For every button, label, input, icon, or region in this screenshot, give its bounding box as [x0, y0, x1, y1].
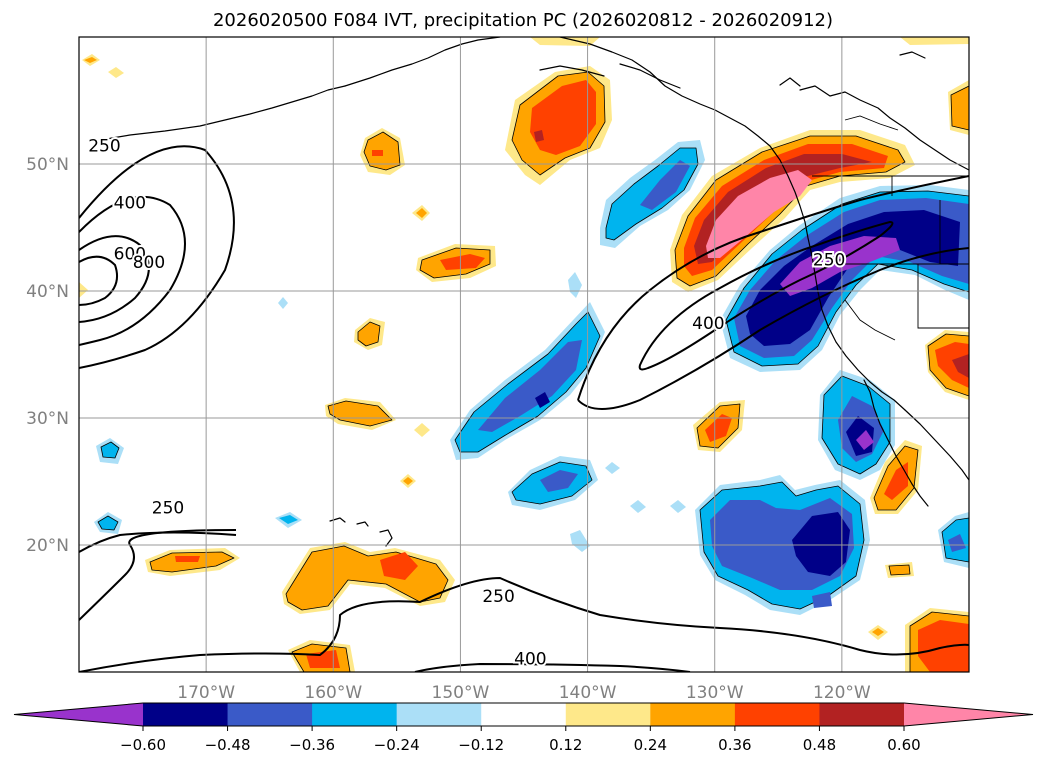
ivt-contour-400-west	[79, 196, 186, 346]
contour-label: 400	[514, 649, 546, 669]
lon-tick-label: 120°W	[813, 683, 871, 703]
ivt-contour-250-southwest-2	[79, 529, 237, 621]
ivt-contour-labels: 2502504004006006008008004004002502502502…	[86, 134, 847, 671]
longitude-tick-labels: 170°W 160°W 150°W 140°W 130°W 120°W	[177, 683, 871, 703]
lat-tick-label: 20°N	[26, 536, 69, 556]
precip-field-gulf-alaska	[505, 66, 612, 185]
colorbar-tick-label: 0.36	[718, 736, 751, 754]
contour-label: 600	[114, 244, 146, 264]
lon-tick-label: 140°W	[559, 683, 617, 703]
colorbar-segment	[734, 703, 820, 726]
colorbar-segment	[143, 703, 229, 726]
ivt-contour-400-south	[414, 663, 691, 672]
lon-tick-label: 150°W	[432, 683, 490, 703]
colorbar: −0.60 −0.48 −0.36 −0.24 −0.12 0.12 0.24 0.36 0.4…	[13, 702, 1034, 754]
colorbar-segment	[650, 703, 736, 726]
colorbar-tick-label: −0.24	[374, 736, 420, 754]
ivt-contour-250-southwest	[79, 531, 237, 553]
lat-tick-label: 50°N	[26, 155, 69, 175]
ivt-contour-250-central-return	[577, 247, 969, 410]
colorbar-tick-label: 0.12	[549, 736, 582, 754]
contour-label-halo: 600	[114, 244, 146, 264]
colorbar-segment	[819, 703, 905, 726]
contour-label-halo: 250	[152, 498, 184, 518]
graticule	[79, 37, 969, 672]
colorbar-segment	[312, 703, 398, 726]
lat-tick-label: 40°N	[26, 282, 69, 302]
contour-label: 250	[813, 251, 845, 271]
colorbar-tick-label: −0.36	[289, 736, 335, 754]
colorbar-tick-label: −0.60	[120, 736, 166, 754]
lon-tick-label: 130°W	[686, 683, 744, 703]
lon-tick-label: 170°W	[177, 683, 235, 703]
contour-label-halo: 400	[514, 649, 546, 669]
contour-label: 250	[88, 136, 120, 156]
contour-label: 400	[692, 314, 724, 334]
contour-label: 800	[133, 253, 165, 273]
colorbar-tick-label: 0.48	[803, 736, 836, 754]
precip-pc-fields	[79, 37, 969, 672]
chart-title: 2026020500 F084 IVT, precipitation PC (2…	[213, 10, 833, 31]
colorbar-tick-label: −0.48	[205, 736, 251, 754]
ivt-contour-600-west	[79, 235, 150, 323]
latitude-tick-labels: 20°N 30°N 40°N 50°N	[26, 155, 69, 556]
colorbar-segment	[227, 703, 313, 726]
contour-label-halo: 250	[813, 251, 845, 271]
ivt-contour-400-central	[638, 221, 894, 371]
precip-field-pacific-northwest	[670, 130, 915, 292]
ivt-contour-250-central	[577, 175, 969, 401]
map-frame	[78, 36, 970, 673]
contour-label: 250	[482, 587, 514, 607]
contour-label-halo: 250	[88, 136, 120, 156]
ivt-contour-800-west	[79, 255, 118, 306]
contour-label-halo: 400	[114, 193, 146, 213]
colorbar-segment	[565, 703, 651, 726]
precip-field-small-positive	[79, 37, 969, 672]
colorbar-extend-max	[904, 703, 1033, 726]
lat-tick-label: 30°N	[26, 409, 69, 429]
colorbar-segment	[481, 703, 567, 726]
contour-label: 400	[114, 193, 146, 213]
colorbar-tick-label: −0.12	[458, 736, 504, 754]
contour-label: 250	[152, 498, 184, 518]
ivt-contour-250-west	[79, 145, 235, 369]
ivt-contours	[79, 145, 969, 672]
colorbar-tick-label: 0.24	[634, 736, 667, 754]
lon-tick-label: 160°W	[304, 683, 362, 703]
colorbar-tick-label: 0.60	[887, 736, 920, 754]
colorbar-extend-min	[14, 703, 143, 726]
contour-label-halo: 250	[482, 587, 514, 607]
contour-label-halo: 800	[133, 253, 165, 273]
ivt-contour-250-south	[79, 577, 969, 672]
precip-field-negative	[94, 140, 969, 615]
colorbar-segment	[396, 703, 482, 726]
contour-label-halo: 400	[692, 314, 724, 334]
